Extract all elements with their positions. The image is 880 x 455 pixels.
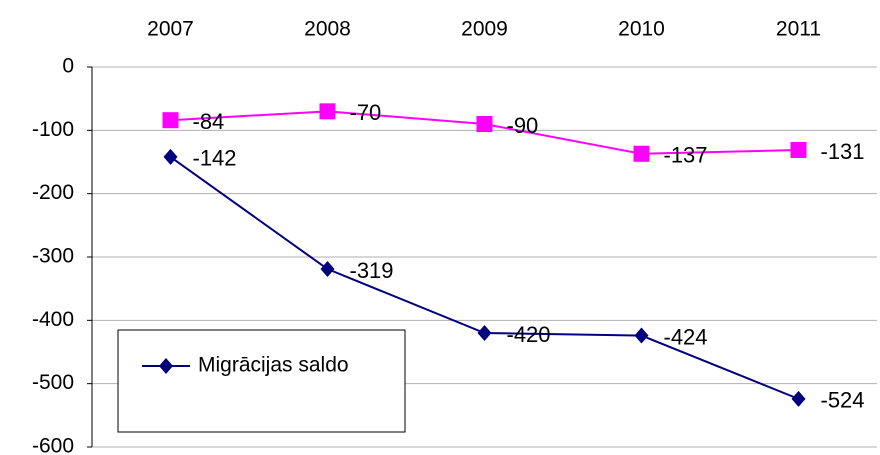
data-label: -524 [821, 388, 865, 413]
y-tick-label: -400 [32, 308, 74, 331]
data-point [319, 103, 336, 120]
data-label: -142 [193, 146, 237, 171]
legend-label: Migrācijas saldo [198, 354, 349, 377]
x-tick-label: 2008 [304, 18, 351, 41]
y-tick-label: 0 [62, 55, 74, 78]
y-tick-label: -200 [32, 181, 74, 204]
data-label: -131 [821, 139, 865, 164]
data-label: -424 [664, 324, 708, 349]
x-tick-label: 2007 [147, 18, 194, 41]
legend-marker [159, 358, 173, 374]
data-label: -420 [507, 322, 551, 347]
data-point [790, 141, 807, 158]
data-label: -70 [350, 100, 382, 125]
legend-box [117, 329, 406, 433]
data-point [634, 327, 649, 344]
data-label: -84 [193, 109, 225, 134]
x-tick-label: 2011 [776, 18, 821, 41]
data-label: -90 [507, 113, 539, 138]
y-tick-label: -600 [32, 435, 74, 455]
data-point [477, 325, 492, 341]
data-point [163, 148, 178, 165]
y-tick-label: -100 [32, 118, 74, 141]
data-point [791, 390, 806, 407]
data-label: -137 [664, 143, 708, 168]
data-label: -319 [350, 258, 394, 283]
data-point [476, 116, 493, 132]
y-tick-label: -300 [32, 245, 74, 268]
y-tick-label: -500 [32, 371, 74, 394]
data-point [162, 112, 179, 129]
x-tick-label: 2009 [461, 18, 508, 41]
data-point [633, 145, 650, 162]
x-tick-label: 2010 [618, 18, 665, 41]
data-point [320, 261, 335, 278]
